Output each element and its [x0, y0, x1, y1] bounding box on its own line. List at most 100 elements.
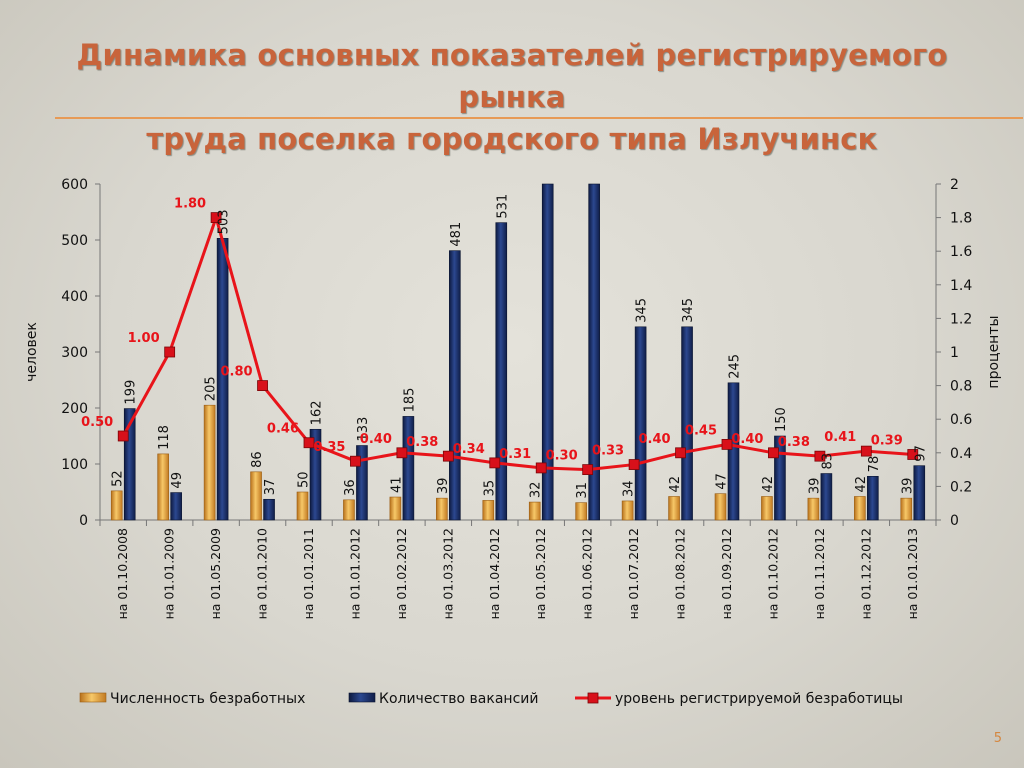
category-label: на 01.03.2012: [440, 528, 455, 619]
data-label-vacancies: 531: [495, 194, 510, 219]
bar-unemployed: [389, 496, 402, 521]
y-tick-label-left: 100: [61, 457, 88, 473]
unemployment-rate-marker: [675, 447, 686, 459]
data-label-rate: 0.33: [592, 444, 624, 459]
unemployment-rate-marker: [396, 447, 408, 459]
y-tick-label-left: 300: [61, 345, 88, 361]
category-label: на 01.01.2009: [162, 528, 177, 619]
category-label: на 01.08.2012: [673, 528, 688, 619]
unemployment-rate-marker: [768, 447, 779, 459]
slide-title: Динамика основных показателей регистриру…: [40, 34, 984, 160]
y-tick-label-right: 0.2: [950, 479, 972, 495]
y-tick-label-right: 0.6: [950, 412, 972, 428]
data-label-vacancies: 97: [913, 445, 928, 462]
category-label: на 01.01.2013: [905, 528, 920, 619]
y-tick-label-right: 1.6: [950, 244, 972, 260]
bar-vacancies: [634, 326, 647, 521]
category-label: на 01.09.2012: [719, 528, 734, 619]
data-label-rate: 1.80: [174, 197, 206, 212]
bar-unemployed: [250, 471, 262, 521]
category-label: на 01.10.2008: [115, 528, 130, 619]
bar-unemployed: [528, 501, 541, 521]
bar-vacancies: [123, 408, 136, 521]
bar-vacancies: [495, 222, 508, 521]
data-label-vacancies: 503: [217, 209, 232, 234]
unemployment-rate-marker: [628, 459, 640, 470]
data-label-unemployed: 35: [482, 480, 497, 497]
bar-vacancies: [541, 183, 554, 521]
data-label-rate: 0.46: [267, 422, 299, 437]
unemployment-rate-marker: [442, 450, 454, 462]
category-label: на 01.04.2012: [487, 528, 502, 619]
data-label-vacancies: 133: [356, 417, 371, 442]
bar-unemployed: [900, 497, 913, 521]
bar-unemployed: [714, 493, 727, 521]
unemployment-rate-marker: [535, 462, 547, 474]
y-tick-label-right: 1.2: [950, 311, 972, 327]
unemployment-rate-line: [121, 212, 913, 472]
data-label-vacancies: 185: [402, 388, 417, 413]
data-label-unemployed: 52: [111, 470, 126, 487]
bar-unemployed: [854, 496, 866, 521]
data-label-unemployed: 42: [854, 476, 869, 493]
data-label-unemployed: 39: [900, 478, 915, 495]
data-label-unemployed: 32: [529, 482, 544, 499]
bar-unemployed: [203, 404, 216, 521]
legend-vacancies-label: Количество вакансий: [379, 691, 538, 707]
y-axis-label-left: человек: [24, 322, 40, 382]
data-label-unemployed: 205: [204, 376, 219, 401]
y-tick-label-right: 0: [950, 513, 959, 529]
data-label-vacancies: 37: [263, 479, 278, 496]
category-label: на 01.01.2010: [255, 528, 270, 619]
category-label: на 01.01.2012: [347, 528, 362, 619]
category-label: на 01.12.2012: [858, 528, 873, 619]
data-label-rate: 0.41: [824, 430, 856, 445]
data-label-vacancies: 150: [774, 407, 789, 432]
data-label-rate: 0.39: [871, 433, 903, 448]
data-label-unemployed: 42: [761, 476, 776, 493]
y-tick-label-left: 0: [79, 513, 88, 529]
bar-unemployed: [436, 497, 448, 521]
data-label-rate: 0.50: [81, 415, 113, 430]
category-label: на 01.11.2012: [812, 528, 827, 619]
data-label-rate: 1.00: [128, 331, 160, 346]
data-label-rate: 0.80: [220, 365, 252, 380]
y-tick-label-left: 200: [61, 401, 88, 417]
title-line-1: Динамика основных показателей регистриру…: [76, 38, 948, 114]
unemployment-rate-marker: [489, 457, 501, 469]
legend-vacancies-swatch: [348, 692, 376, 703]
data-label-vacancies: 162: [310, 400, 325, 425]
data-label-unemployed: 118: [157, 425, 172, 450]
bar-vacancies: [820, 473, 833, 521]
data-label-rate: 0.38: [406, 435, 438, 450]
title-line-2: труда поселка городского типа Излучинск: [146, 122, 878, 156]
bar-unemployed: [575, 502, 587, 521]
y-axis-label-right: проценты: [986, 315, 1002, 388]
data-label-unemployed: 36: [343, 479, 358, 496]
bar-vacancies: [867, 476, 879, 521]
bar-vacancies: [774, 435, 786, 521]
bar-unemployed: [157, 453, 169, 521]
data-label-unemployed: 39: [807, 478, 822, 495]
y-tick-label-left: 500: [61, 233, 88, 249]
legend-unemployed-label: Численность безработных: [110, 691, 305, 707]
data-label-rate: 0.35: [313, 440, 345, 455]
unemployment-rate-marker: [721, 438, 733, 450]
data-label-vacancies: 78: [867, 456, 882, 473]
unemployment-rate-marker: [860, 445, 872, 457]
bar-unemployed: [343, 499, 355, 521]
data-label-unemployed: 39: [436, 478, 451, 495]
bar-unemployed: [761, 496, 773, 521]
bar-vacancies: [588, 183, 600, 521]
data-label-vacancies: 345: [635, 298, 650, 323]
bar-unemployed: [807, 497, 820, 521]
bar-vacancies: [402, 416, 415, 521]
data-label-rate: 0.40: [360, 432, 392, 447]
y-tick-label-right: 2: [950, 177, 959, 193]
data-label-vacancies: 345: [681, 298, 696, 323]
data-label-vacancies: 49: [170, 472, 185, 489]
category-label: на 01.07.2012: [626, 528, 641, 619]
category-label: на 01.10.2012: [765, 528, 780, 619]
bar-vacancies: [727, 382, 740, 521]
